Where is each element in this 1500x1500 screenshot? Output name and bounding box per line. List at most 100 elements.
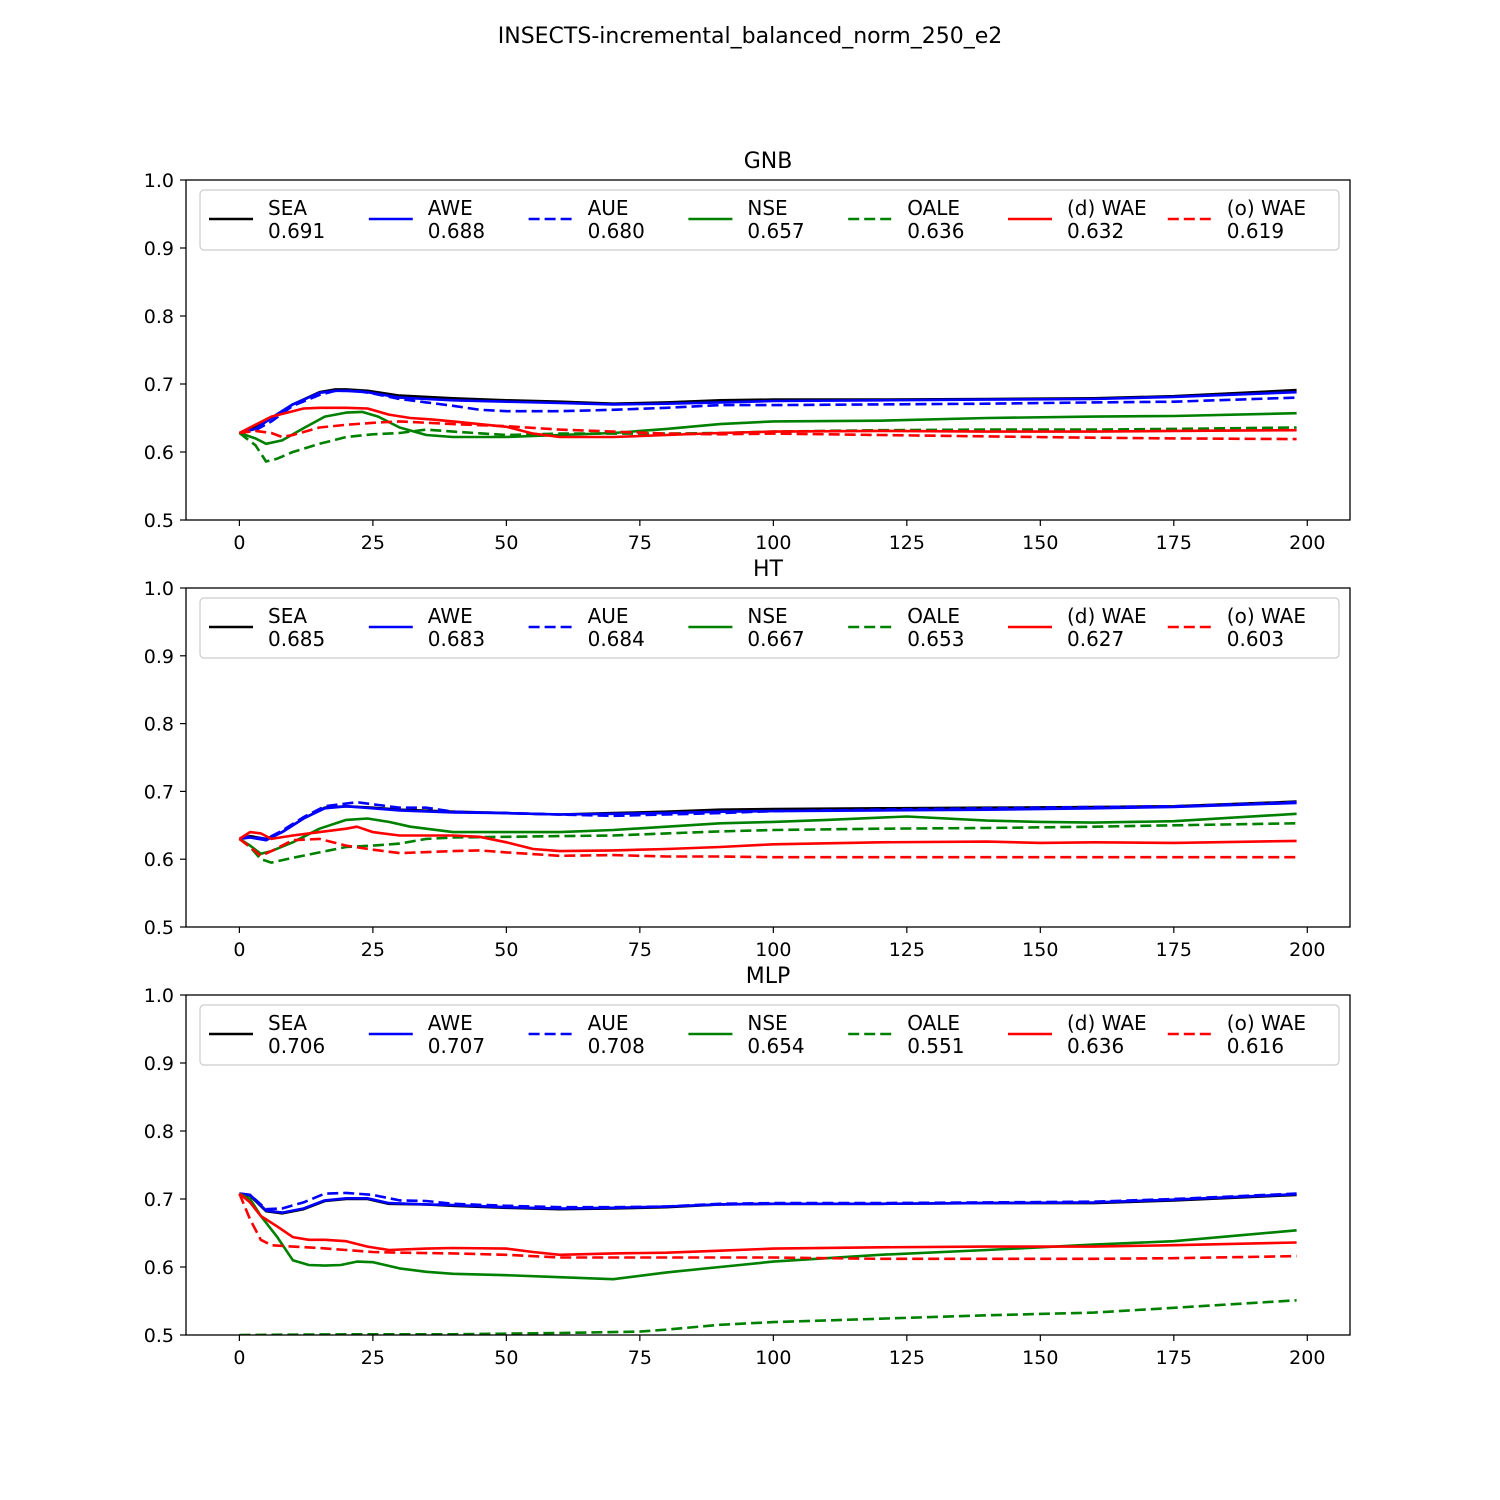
ht-xtick-label-175: 175 bbox=[1156, 939, 1192, 961]
mlp-legend-name-nse: NSE bbox=[747, 1011, 787, 1035]
gnb-legend-score-sea: 0.691 bbox=[268, 219, 325, 243]
mlp-legend-score-oale: 0.551 bbox=[907, 1034, 964, 1058]
mlp-xtick-label-0: 0 bbox=[233, 1347, 245, 1369]
gnb-series-group bbox=[238, 388, 1297, 463]
ht-xtick-label-0: 0 bbox=[233, 939, 245, 961]
panel-ht: HT 0 25 50 75 100 125 150 175 200 0.5 0.6 0.7 0.8 0.9 1… bbox=[144, 557, 1351, 961]
ht-legend-name-sea: SEA bbox=[268, 604, 307, 628]
mlp-legend-name-awe: AWE bbox=[428, 1011, 473, 1035]
ht-xtick-label-50: 50 bbox=[494, 939, 518, 961]
gnb-ytick-label-0-6: 0.6 bbox=[144, 442, 174, 464]
gnb-xtick-label-75: 75 bbox=[628, 532, 652, 554]
mlp-series-awe bbox=[239, 1192, 1297, 1214]
ht-legend-name-o-wae: (o) WAE bbox=[1227, 604, 1306, 628]
mlp-xtick-label-200: 200 bbox=[1289, 1347, 1325, 1369]
gnb-ytick-label-0-7: 0.7 bbox=[144, 374, 174, 396]
mlp-legend-name-aue: AUE bbox=[588, 1011, 629, 1035]
ht-title: HT bbox=[753, 557, 784, 582]
ht-ytick-label-0-6: 0.6 bbox=[144, 849, 174, 871]
mlp-ytick-label-0-5: 0.5 bbox=[144, 1325, 174, 1347]
gnb-series-nse bbox=[238, 410, 1297, 446]
ht-series-nse bbox=[238, 812, 1297, 856]
gnb-xtick-label-0: 0 bbox=[233, 532, 245, 554]
mlp-legend-score-sea: 0.706 bbox=[268, 1034, 325, 1058]
mlp-xtick-label-175: 175 bbox=[1156, 1347, 1192, 1369]
mlp-series-oale bbox=[239, 1299, 1297, 1335]
gnb-legend: SEA0.691AWE0.688AUE0.680NSE0.657OALE0.63… bbox=[199, 189, 1340, 251]
ht-ytick-label-0-8: 0.8 bbox=[144, 714, 174, 736]
ht-series-d-wae bbox=[238, 825, 1297, 853]
gnb-series-oale bbox=[238, 426, 1297, 463]
ht-series-o-wae bbox=[238, 837, 1297, 859]
gnb-axes-frame bbox=[185, 179, 1351, 521]
gnb-legend-box bbox=[199, 189, 1340, 251]
ht-xtick-label-75: 75 bbox=[628, 939, 652, 961]
mlp-ytick-label-1-0: 1.0 bbox=[144, 985, 174, 1007]
ht-axes-frame bbox=[185, 587, 1351, 928]
mlp-ytick-label-0-9: 0.9 bbox=[144, 1053, 174, 1075]
mlp-legend-score-d-wae: 0.636 bbox=[1067, 1034, 1124, 1058]
mlp-legend-box bbox=[199, 1004, 1340, 1066]
gnb-xtick-label-25: 25 bbox=[361, 532, 385, 554]
gnb-legend-score-nse: 0.657 bbox=[747, 219, 804, 243]
gnb-legend-score-oale: 0.636 bbox=[907, 219, 964, 243]
mlp-axes-frame bbox=[185, 994, 1351, 1336]
mlp-legend-name-sea: SEA bbox=[268, 1011, 307, 1035]
ht-legend-box bbox=[199, 597, 1340, 659]
ht-legend-name-awe: AWE bbox=[428, 604, 473, 628]
gnb-xtick-label-175: 175 bbox=[1156, 532, 1192, 554]
gnb-legend-name-awe: AWE bbox=[428, 196, 473, 220]
mlp-title: MLP bbox=[746, 964, 791, 989]
ht-legend-name-nse: NSE bbox=[747, 604, 787, 628]
mlp-series-nse bbox=[238, 1192, 1297, 1281]
panel-mlp: MLP 0 25 50 75 100 125 150 175 200 0.5 0.6 0.7 0.8 0.9… bbox=[144, 964, 1351, 1369]
ht-legend-name-d-wae: (d) WAE bbox=[1067, 604, 1147, 628]
gnb-xtick-label-200: 200 bbox=[1289, 532, 1325, 554]
gnb-title: GNB bbox=[744, 149, 793, 174]
mlp-series-aue bbox=[239, 1191, 1297, 1211]
mlp-xtick-label-25: 25 bbox=[361, 1347, 385, 1369]
mlp-legend-name-oale: OALE bbox=[907, 1011, 960, 1035]
ht-ytick-label-0-5: 0.5 bbox=[144, 917, 174, 939]
mlp-xtick-label-50: 50 bbox=[494, 1347, 518, 1369]
mlp-ytick-label-0-8: 0.8 bbox=[144, 1121, 174, 1143]
gnb-series-aue bbox=[239, 389, 1297, 435]
panel-gnb: GNB 0 25 50 75 100 125 150 175 200 0.5 0.6 0.7 0.8 0.9… bbox=[144, 149, 1351, 554]
mlp-series-group bbox=[238, 1191, 1297, 1335]
gnb-xtick-label-100: 100 bbox=[755, 532, 791, 554]
mlp-xtick-label-125: 125 bbox=[889, 1347, 925, 1369]
ht-legend-score-awe: 0.683 bbox=[428, 627, 485, 651]
ht-legend-score-o-wae: 0.603 bbox=[1227, 627, 1284, 651]
gnb-legend-name-oale: OALE bbox=[907, 196, 960, 220]
mlp-ytick-label-0-6: 0.6 bbox=[144, 1257, 174, 1279]
mlp-xtick-label-100: 100 bbox=[755, 1347, 791, 1369]
mlp-ytick-label-0-7: 0.7 bbox=[144, 1189, 174, 1211]
gnb-legend-name-sea: SEA bbox=[268, 196, 307, 220]
gnb-legend-name-d-wae: (d) WAE bbox=[1067, 196, 1147, 220]
ht-xtick-label-200: 200 bbox=[1289, 939, 1325, 961]
ht-xtick-label-100: 100 bbox=[755, 939, 791, 961]
gnb-legend-score-awe: 0.688 bbox=[428, 219, 485, 243]
gnb-legend-score-d-wae: 0.632 bbox=[1067, 219, 1124, 243]
mlp-series-d-wae bbox=[238, 1192, 1297, 1257]
ht-legend-name-oale: OALE bbox=[907, 604, 960, 628]
ht-ytick-label-0-9: 0.9 bbox=[144, 646, 174, 668]
mlp-legend-score-o-wae: 0.616 bbox=[1227, 1034, 1284, 1058]
mlp-legend-score-aue: 0.708 bbox=[588, 1034, 645, 1058]
ht-series-oale bbox=[238, 822, 1297, 864]
ht-series-group bbox=[238, 800, 1297, 864]
gnb-legend-score-o-wae: 0.619 bbox=[1227, 219, 1284, 243]
gnb-ytick-label-0-9: 0.9 bbox=[144, 238, 174, 260]
gnb-ytick-label-0-8: 0.8 bbox=[144, 306, 174, 328]
gnb-xtick-label-150: 150 bbox=[1022, 532, 1058, 554]
ht-xtick-label-25: 25 bbox=[361, 939, 385, 961]
gnb-legend-name-o-wae: (o) WAE bbox=[1227, 196, 1306, 220]
mlp-legend-name-d-wae: (d) WAE bbox=[1067, 1011, 1147, 1035]
mlp-series-o-wae bbox=[238, 1193, 1297, 1261]
ht-ytick-label-1-0: 1.0 bbox=[144, 578, 174, 600]
gnb-legend-score-aue: 0.680 bbox=[588, 219, 645, 243]
gnb-legend-name-aue: AUE bbox=[588, 196, 629, 220]
ht-legend-score-nse: 0.667 bbox=[747, 627, 804, 651]
